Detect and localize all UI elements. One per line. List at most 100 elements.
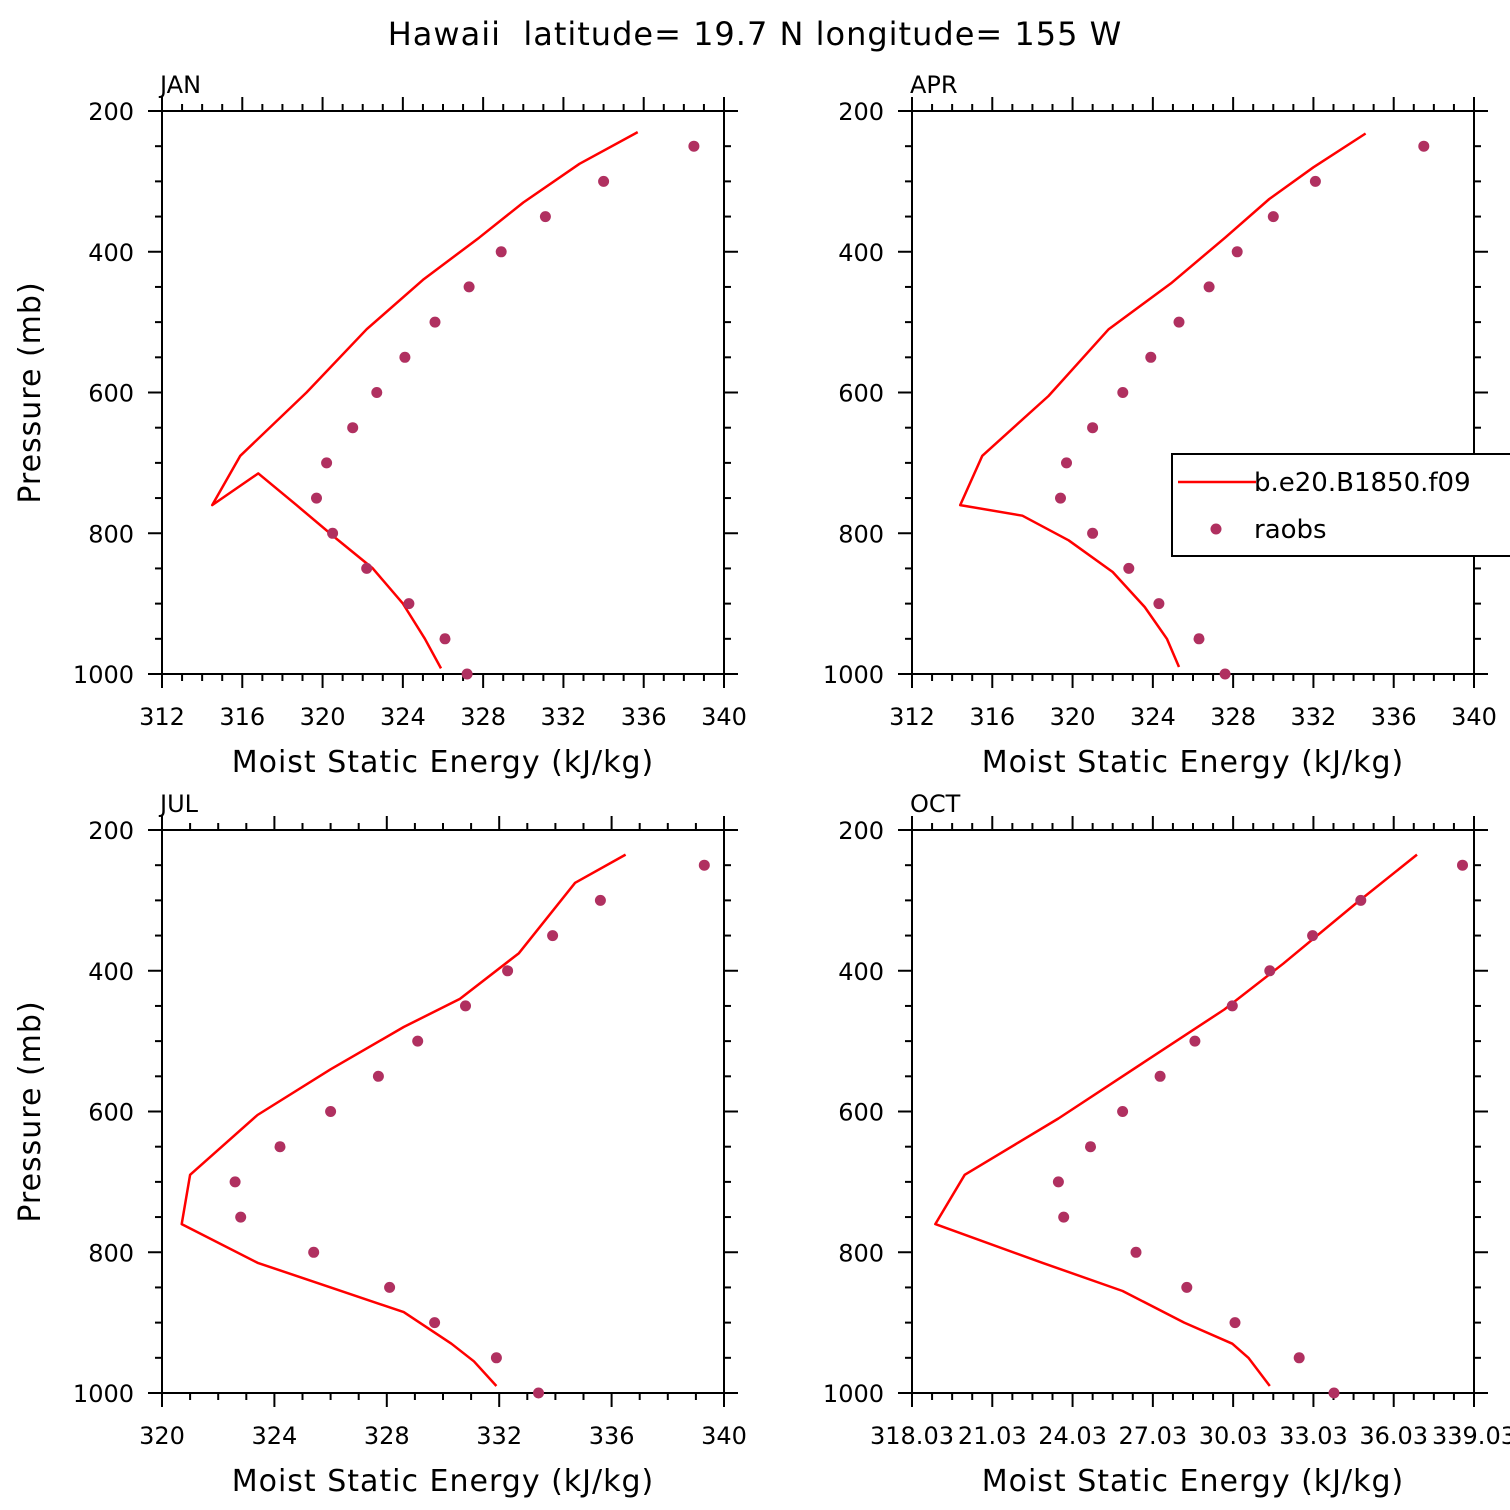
x-tick-label: 320 [139,1422,185,1450]
data-point-raobs [1328,1387,1340,1399]
data-point-raobs [1307,930,1319,942]
y-axis-label: Pressure (mb) [13,281,48,503]
y-tick-label: 600 [88,380,134,408]
x-axis-label: Moist Static Energy (kJ/kg) [232,745,655,780]
data-point-raobs [1231,246,1243,258]
panel-title: JUL [158,790,199,818]
series-line-model [180,853,627,1387]
data-point-raobs [1123,562,1135,574]
y-tick-label: 200 [838,817,884,845]
y-tick-label: 200 [838,98,884,126]
y-tick-label: 200 [88,98,134,126]
data-point-raobs [1173,316,1185,328]
y-tick-label: 400 [88,239,134,267]
y-tick-label: 200 [88,817,134,845]
data-point-raobs [1264,965,1276,977]
x-tick-label: 339.03 [1432,1422,1510,1450]
plot-frame [911,110,1475,675]
data-point-raobs [1061,457,1072,469]
data-point-raobs [325,1106,337,1117]
x-tick-label: 318.03 [870,1422,954,1450]
y-tick-label: 600 [88,1099,134,1127]
data-point-raobs [1117,1106,1129,1117]
legend: b.e20.B1850.f09 raobs [1171,453,1510,557]
x-tick-label: 328 [460,703,506,731]
x-tick-label: 312 [889,703,935,731]
plot-frame [161,829,725,1394]
y-tick-label: 400 [88,958,134,986]
data-point-raobs [1145,351,1157,363]
panel-title: OCT [910,790,961,818]
data-point-raobs [308,1246,320,1258]
data-point-raobs [429,316,441,328]
x-axis-label: Moist Static Energy (kJ/kg) [982,745,1405,780]
panel-title: JAN [158,71,201,99]
data-point-raobs [1055,492,1066,504]
data-point-raobs [1154,1070,1166,1082]
x-tick-label: 336 [621,703,667,731]
data-point-raobs [1181,1281,1193,1293]
x-tick-label: 30.03 [1199,1422,1268,1450]
x-tick-label: 328 [364,1422,410,1450]
data-point-raobs [1219,668,1231,680]
x-tick-label: 324 [1130,703,1176,731]
data-point-raobs [321,457,333,469]
data-point-raobs [1226,1000,1238,1012]
data-point-raobs [1229,1317,1241,1329]
x-tick-label: 340 [701,1422,747,1450]
x-axis-label: Moist Static Energy (kJ/kg) [232,1464,655,1499]
x-tick-label: 33.03 [1279,1422,1348,1450]
data-point-raobs [235,1211,247,1223]
x-tick-label: 336 [589,1422,635,1450]
data-point-raobs [229,1176,241,1188]
data-point-raobs [412,1035,424,1047]
x-tick-label: 312 [139,703,185,731]
data-point-raobs [1193,633,1205,645]
figure-title: Hawaii latitude= 19.7 N longitude= 155 W [388,15,1123,53]
x-tick-label: 324 [251,1422,297,1450]
y-tick-label: 600 [838,1099,884,1127]
data-point-raobs [1085,1141,1096,1153]
x-tick-label: 332 [541,703,587,731]
data-point-raobs [372,1070,384,1082]
panel-oct: 200 400 600 800 1000 318.03 21.03 24.03 27.03 30.… [823,790,1510,1499]
x-tick-label: 21.03 [958,1422,1027,1450]
data-point-raobs [1293,1352,1305,1364]
data-point-raobs [594,894,606,906]
data-point-raobs [1052,1176,1064,1188]
legend-box [1171,453,1510,557]
legend-marker-swatch [1210,523,1222,535]
data-point-raobs [1189,1035,1201,1047]
x-tick-label: 27.03 [1118,1422,1187,1450]
plot-frame [911,829,1475,1394]
plot-frame [161,110,725,675]
data-point-raobs [361,562,373,574]
data-point-raobs [1058,1211,1070,1223]
x-tick-label: 316 [219,703,265,731]
x-tick-label: 320 [300,703,346,731]
x-tick-label: 320 [1050,703,1096,731]
y-tick-label: 600 [838,380,884,408]
data-point-raobs [347,422,359,434]
data-point-raobs [1457,859,1468,871]
data-point-raobs [274,1141,286,1153]
y-axis-label: Pressure (mb) [13,1000,48,1222]
data-point-raobs [1267,211,1279,223]
x-tick-label: 36.03 [1359,1422,1428,1450]
y-tick-label: 1000 [823,1380,884,1408]
data-point-raobs [1355,894,1367,906]
data-point-raobs [1309,175,1321,187]
data-point-raobs [311,492,322,504]
data-point-raobs [463,281,475,293]
y-tick-label: 800 [88,1239,134,1267]
x-tick-label: 340 [701,703,747,731]
data-point-raobs [490,1352,502,1364]
data-point-raobs [502,965,514,977]
data-point-raobs [598,175,610,187]
y-tick-label: 1000 [823,661,884,689]
data-point-raobs [439,633,451,645]
data-point-raobs [384,1281,396,1293]
